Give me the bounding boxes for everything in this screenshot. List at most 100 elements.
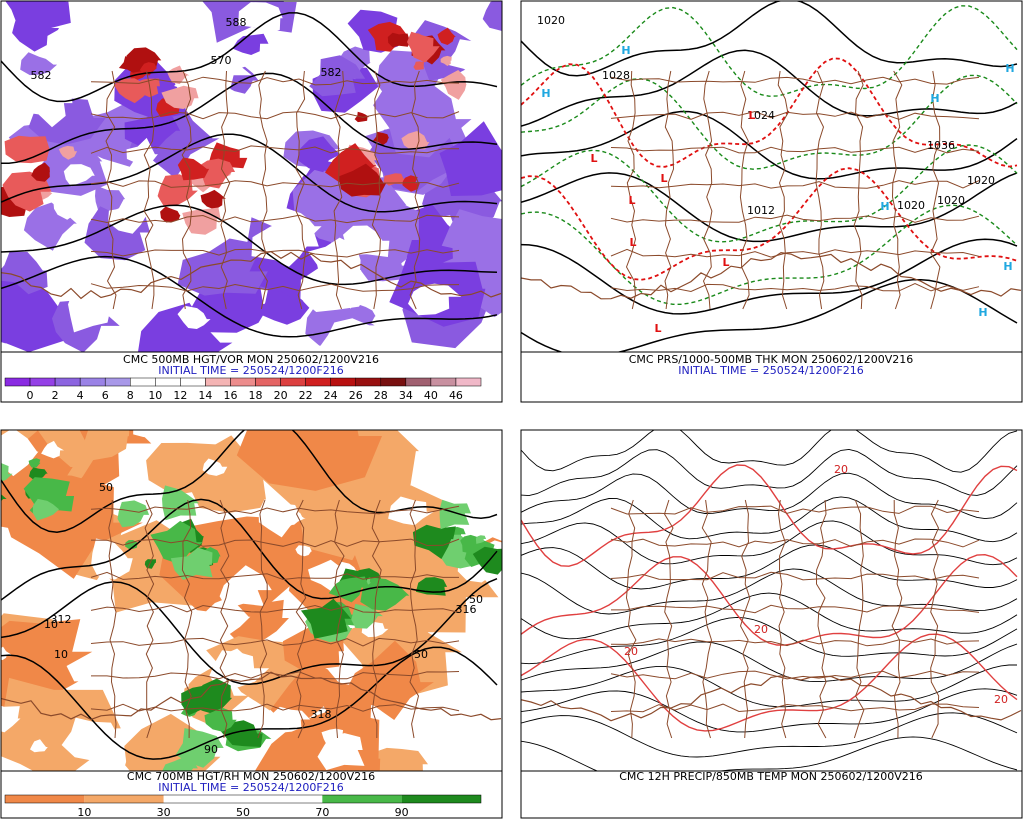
- field-blob: [113, 78, 153, 104]
- colorbar-label: 12: [173, 389, 187, 402]
- field-blob: [18, 85, 73, 128]
- state-border: [625, 70, 637, 310]
- field-blob: [41, 440, 64, 459]
- state-border: [90, 180, 460, 188]
- isobar: [521, 238, 1018, 315]
- state-border: [90, 505, 460, 515]
- field-blob: [177, 238, 268, 296]
- colorbar-frame: [4, 794, 482, 804]
- field-blob: [177, 305, 211, 329]
- field-blob: [30, 739, 48, 753]
- contour-label: 90: [204, 743, 218, 756]
- state-border: [409, 70, 421, 310]
- field-blob: [181, 685, 220, 716]
- field-blob: [29, 467, 48, 480]
- field-blob: [439, 499, 471, 530]
- colorbar-cell: [84, 795, 164, 803]
- field-blob: [117, 500, 150, 528]
- field-blob: [482, 1, 502, 31]
- pressure-center: L: [748, 109, 755, 122]
- height-contour: [1, 646, 498, 760]
- colorbar-label: 6: [102, 389, 109, 402]
- contour-label: 1020: [537, 14, 565, 27]
- state-border: [371, 70, 382, 310]
- initial-time: INITIAL TIME = 250524/1200F216: [158, 364, 343, 377]
- field-blob: [83, 430, 130, 461]
- contour-label: 570: [211, 54, 232, 67]
- contour-label: 316: [456, 603, 477, 616]
- contour-label: 50: [414, 648, 428, 661]
- state-border: [702, 70, 713, 310]
- field-blob: [157, 174, 198, 207]
- colorbar-cell: [79, 377, 106, 387]
- precip-contour: [521, 712, 1018, 758]
- colorbar-cell: [29, 377, 56, 387]
- contour-label: 50: [469, 593, 483, 606]
- state-border: [610, 283, 980, 293]
- initial-time: INITIAL TIME = 250524/1200F216: [678, 364, 863, 377]
- colorbar-label: 70: [315, 806, 329, 819]
- state-border: [664, 70, 675, 310]
- colorbar-label: 50: [236, 806, 250, 819]
- state-border: [610, 505, 980, 515]
- colorbar-cell: [455, 377, 482, 387]
- field-blob: [317, 733, 365, 771]
- contour-label: 588: [226, 16, 247, 29]
- state-border: [334, 499, 345, 739]
- pressure-center: H: [1005, 62, 1014, 75]
- state-border: [610, 248, 980, 258]
- precip-contour: [521, 544, 1018, 590]
- field-blob: [412, 524, 456, 559]
- panel-frame: [520, 0, 1023, 403]
- isobar: [521, 278, 1018, 352]
- colorbar-label: 40: [424, 389, 438, 402]
- colorbar-cell: [380, 377, 407, 387]
- colorbar-label: 10: [77, 806, 91, 819]
- thickness-contour: [521, 144, 1018, 243]
- field-blob: [318, 318, 383, 352]
- field-blob: [283, 510, 306, 526]
- height-contour: [1, 133, 498, 213]
- panel-frame: [0, 0, 503, 403]
- field-blob: [1, 494, 7, 502]
- field-blob: [295, 545, 312, 557]
- panel: 582 570 582 588 CMC 500MB HGT/VOR MON 250602…: [0, 0, 503, 403]
- thickness-contour: [521, 167, 1018, 281]
- state-border: [90, 604, 460, 614]
- field-blob: [367, 21, 408, 52]
- field-blob: [68, 288, 113, 333]
- state-border: [90, 214, 460, 224]
- field-blob: [232, 33, 269, 55]
- colorbar-cell: [243, 795, 323, 803]
- state-border: [610, 76, 980, 85]
- initial-time: INITIAL TIME = 250524/1200F216: [158, 781, 343, 794]
- contour-label: 1024: [747, 109, 775, 122]
- field-blob: [118, 56, 145, 73]
- colorbar-label: 0: [27, 389, 34, 402]
- map-background: [521, 1, 1022, 352]
- map: 582 570 582 588: [1, 1, 502, 352]
- field-blob: [439, 121, 502, 196]
- colorbar-cell: [180, 377, 206, 387]
- colorbar-cell: [155, 377, 181, 387]
- colorbar-label: 20: [274, 389, 288, 402]
- panel: 20 20 20 20 CMC 12H PRECIP/850MB TEMP MON 25…: [520, 429, 1023, 819]
- field-blob: [360, 577, 410, 611]
- precip-contour: [521, 496, 1018, 543]
- colorbar-label: 4: [77, 389, 84, 402]
- contour-label: 312: [51, 613, 72, 626]
- field-blob: [1, 251, 48, 295]
- colorbar-label: 18: [249, 389, 263, 402]
- field-blob: [206, 597, 251, 635]
- pressure-center: L: [660, 172, 667, 185]
- colorbar-label: 22: [299, 389, 313, 402]
- field-blob: [445, 39, 495, 76]
- pressure-center: L: [654, 322, 661, 335]
- coastline: [1, 671, 502, 721]
- field-blob: [160, 206, 181, 223]
- state-border: [739, 70, 750, 310]
- colorbar-cell: [5, 795, 85, 803]
- colorbar-cell: [130, 377, 156, 387]
- pressure-center: H: [621, 44, 630, 57]
- colorbar-label: 30: [157, 806, 171, 819]
